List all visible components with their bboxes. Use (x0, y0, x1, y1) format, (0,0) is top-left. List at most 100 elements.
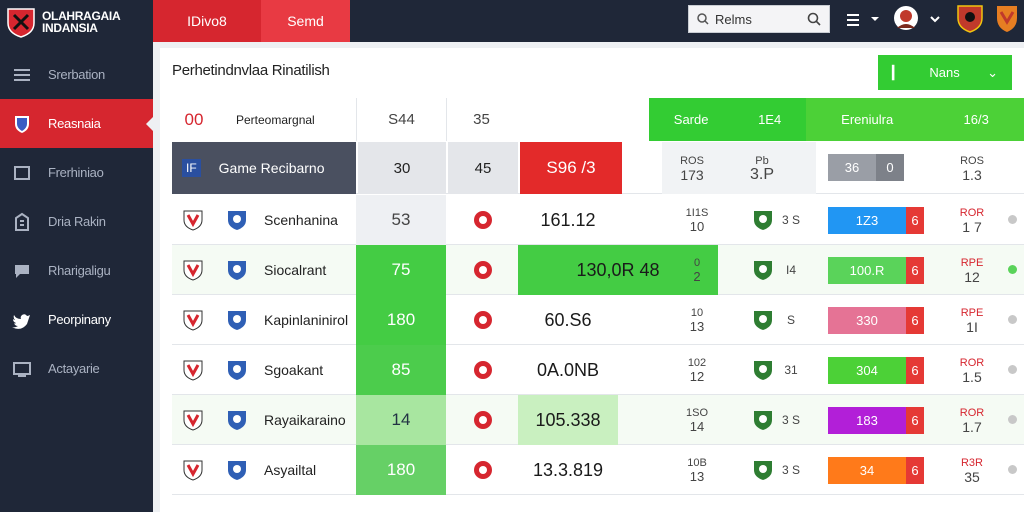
home-badge-icon (183, 210, 203, 231)
away-badge-icon (228, 461, 246, 480)
rating-pill[interactable]: 304 6 (828, 357, 926, 384)
search-input[interactable]: Relms (688, 5, 830, 33)
header-col-b: 35 (446, 98, 516, 141)
twitter-icon (12, 313, 30, 329)
chat-icon (15, 264, 29, 278)
rating-value: 183 (828, 407, 906, 434)
chevron-down-icon[interactable] (930, 14, 940, 24)
sub-stat-2: Pb 3.P (742, 142, 782, 194)
team-stat: 1I1S 10 (682, 195, 712, 245)
sidebar-item-label: Reasnaia (48, 116, 101, 131)
form-stat: ROR 1 7 (952, 195, 992, 245)
form-stat-top: RPE (960, 257, 984, 269)
sidebar-item-reasnaia[interactable]: Reasnaia (0, 99, 154, 148)
team-score: 105.338 (518, 395, 618, 445)
club-badge-icon (474, 411, 492, 429)
chevron-down-icon[interactable] (871, 15, 879, 23)
sidebar-item-label: Srerbation (48, 67, 105, 82)
team-value: 75 (356, 245, 446, 295)
header-name: Perteomargnal (236, 112, 315, 127)
form-stat-bottom: 35 (964, 469, 980, 485)
team-name: Rayaikaraino (264, 412, 346, 428)
table-row[interactable]: Asyailtal 180 13.3.819 10B 13 3 S 34 6 R3R 35 (172, 445, 1024, 495)
sub-pill-value: 36 (844, 160, 860, 175)
table-row[interactable]: Kapinlaninirol 180 60.S6 10 13 S 330 6 RPE 1I (172, 295, 1024, 345)
team-value: 180 (356, 445, 446, 495)
form-stat-bottom: 1.7 (962, 419, 982, 435)
club-badge-icon[interactable] (956, 4, 984, 34)
opponent-num: 3 S (781, 213, 800, 227)
team-name: Siocalrant (264, 262, 327, 278)
sidebar-item-dria-rakin[interactable]: Dria Rakin (0, 197, 153, 246)
opponent-num: 3 S (781, 463, 800, 477)
table-row[interactable]: Siocalrant 75 130,0R 48 0 2 I4 100.R 6 RPE 12 (172, 245, 1024, 295)
magnifier-icon[interactable] (807, 12, 821, 26)
table-row[interactable]: Scenhanina 53 161.12 1I1S 10 3 S 1Z3 6 ROR 1 7 (172, 195, 1024, 245)
opponent-badge-icon (754, 461, 772, 480)
rating-pill[interactable]: 34 6 (828, 457, 926, 484)
team-stat-top: 102 (687, 357, 707, 369)
team-name: Sgoakant (264, 362, 324, 378)
rating-badge: 6 (906, 257, 924, 284)
brand-line1: OLAHRAGAIA (42, 9, 121, 23)
sidebar-item-actayarie[interactable]: Actayarie (0, 344, 153, 393)
opponent-badge-icon (754, 311, 772, 330)
team-stat-top: 1SO (685, 407, 708, 419)
rating-value: 330 (828, 307, 906, 334)
sub-stat-1: ROS 173 (672, 142, 712, 194)
table-row[interactable]: Sgoakant 85 0A.0NB 102 12 31 304 6 ROR 1.5 (172, 345, 1024, 395)
header-green-2[interactable]: Ereniulra 16/3 (806, 98, 1024, 141)
form-stat-top: ROR (959, 207, 985, 219)
away-badge-icon (228, 361, 246, 380)
brand-logo[interactable]: OLAHRAGAIA INDANSIA (0, 0, 153, 44)
team-score: 161.12 (540, 209, 596, 230)
filter-dropdown-button[interactable]: ▎ Nans ⌄ (878, 55, 1012, 90)
sub-stat-3-bottom: 1.3 (962, 167, 982, 183)
rating-pill[interactable]: 1Z3 6 (828, 207, 926, 234)
header-green-2-value: 16/3 (963, 112, 989, 127)
team-stat-bottom: 2 (693, 269, 701, 284)
rating-pill[interactable]: 100.R 6 (828, 257, 926, 284)
sidebar-item-frerhiniao[interactable]: Frerhiniao (0, 148, 153, 197)
form-stat-bottom: 1 7 (962, 219, 982, 235)
table-row[interactable]: Rayaikaraino 14 105.338 1SO 14 3 S 183 6 ROR 1.7 (172, 395, 1024, 445)
rating-pill[interactable]: 183 6 (828, 407, 926, 434)
team-stat-top: 0 (693, 257, 701, 269)
sub-stat-2-top: Pb (755, 155, 769, 167)
status-dot (1008, 465, 1017, 474)
sidebar-item-peorpinany[interactable]: Peorpinany (0, 295, 153, 344)
game-label-cell[interactable]: IF Game Recibarno (172, 142, 356, 194)
club-badge-icon (474, 261, 492, 279)
rating-pill[interactable]: 330 6 (828, 307, 926, 334)
filter-label: Nans (929, 65, 960, 80)
form-stat-top: ROR (959, 407, 985, 419)
club-badge-icon (474, 361, 492, 379)
sidebar-item-rharigaligu[interactable]: Rharigaligu (0, 246, 153, 295)
tab-semd[interactable]: Semd (261, 0, 350, 42)
header-green-1[interactable]: Sarde 1E4 (649, 98, 806, 141)
sidebar-item-srerbation[interactable]: Srerbation (0, 50, 153, 99)
tab-idivo8[interactable]: IDivo8 (153, 0, 261, 42)
form-stat-top: RPE (960, 307, 984, 319)
sidebar: OLAHRAGAIA INDANSIA Srerbation Reasnaia F… (0, 0, 154, 512)
team-name: Kapinlaninirol (264, 312, 349, 328)
away-badge-icon (228, 261, 246, 280)
hamburger-icon[interactable] (846, 13, 860, 27)
opponent-badge-icon (754, 361, 772, 380)
rating-badge: 6 (906, 407, 924, 434)
home-badge-icon (183, 460, 203, 481)
sub-pill[interactable]: 36 0 (828, 154, 904, 181)
away-badge-icon (228, 311, 246, 330)
search-icon (697, 13, 709, 25)
rating-badge: 6 (906, 457, 924, 484)
away-badge-icon (228, 211, 246, 230)
club-crest-icon[interactable] (995, 4, 1019, 34)
team-value: 14 (356, 395, 446, 445)
team-stat-bottom: 13 (689, 469, 705, 484)
team-stat-bottom: 12 (689, 369, 705, 384)
game-name: Game Recibarno (218, 160, 325, 176)
team-stat-top: 10 (690, 307, 704, 319)
away-badge-icon (228, 411, 246, 430)
avatar[interactable] (893, 5, 919, 31)
home-badge-icon (183, 260, 203, 281)
